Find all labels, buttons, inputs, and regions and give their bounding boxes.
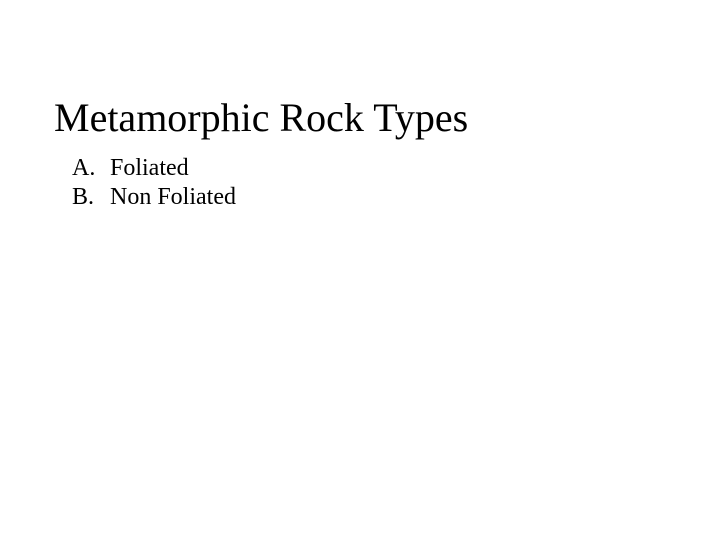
outline-list: A. Foliated B. Non Foliated bbox=[54, 154, 720, 212]
slide-title: Metamorphic Rock Types bbox=[54, 96, 720, 140]
list-item-marker: B. bbox=[72, 183, 110, 212]
list-item: A. Foliated bbox=[72, 154, 720, 183]
list-item-marker: A. bbox=[72, 154, 110, 183]
list-item: B. Non Foliated bbox=[72, 183, 720, 212]
slide: Metamorphic Rock Types A. Foliated B. No… bbox=[0, 0, 720, 540]
list-item-label: Foliated bbox=[110, 154, 189, 183]
list-item-label: Non Foliated bbox=[110, 183, 236, 212]
